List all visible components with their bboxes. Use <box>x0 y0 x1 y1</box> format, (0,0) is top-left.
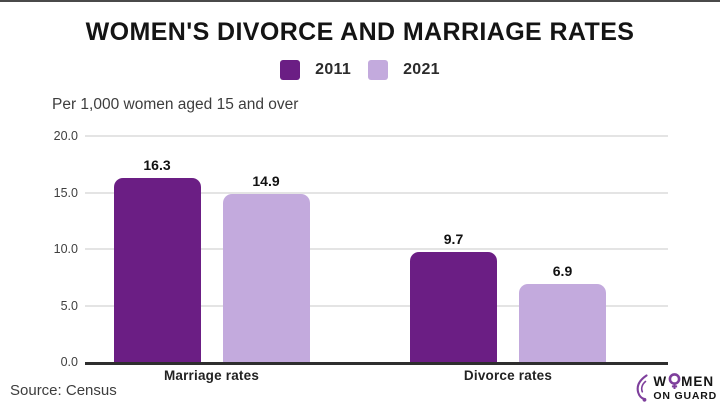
brand-word-suffix: MEN <box>681 373 715 389</box>
gridline <box>85 191 668 194</box>
bar-divorce-2021 <box>519 284 606 362</box>
venus-symbol-icon <box>668 373 681 389</box>
y-axis-tick-label: 15.0 <box>53 185 78 200</box>
legend-swatch-2011 <box>280 60 301 80</box>
brand-word-prefix: W <box>653 373 668 389</box>
bar-marriage-2021 <box>222 193 310 362</box>
gridline <box>85 135 668 137</box>
legend-item-2021: 2021 <box>368 60 440 80</box>
chart-subtitle: Per 1,000 women aged 15 and over <box>52 96 299 113</box>
x-axis-category-label: Marriage rates <box>163 368 260 383</box>
bar-marriage-2011 <box>113 177 201 362</box>
y-axis-tick-label: 0.0 <box>60 355 78 369</box>
bar-divorce-2011 <box>410 252 497 362</box>
brand-word-on-guard: ON GUARD <box>653 390 717 402</box>
bar-value-label: 14.9 <box>252 172 280 189</box>
brand-logo-text: W MEN ON GUARD <box>653 373 717 402</box>
legend-swatch-2021 <box>368 60 389 80</box>
source-note: Source: Census <box>10 382 117 399</box>
brand-logo: W MEN ON GUARD <box>635 373 717 402</box>
y-axis-tick-label: 10.0 <box>53 242 78 256</box>
gridline <box>85 304 668 307</box>
legend-label-2011: 2011 <box>315 61 352 78</box>
legend-label-2021: 2021 <box>403 61 440 78</box>
bar-value-label: 6.9 <box>552 263 573 280</box>
y-axis-tick-label: 5.0 <box>60 298 78 313</box>
x-axis-category-label: Divorce rates <box>463 368 553 383</box>
legend: 2011 2021 <box>0 60 720 80</box>
y-axis-tick-label: 20.0 <box>53 129 78 143</box>
women-on-guard-icon <box>637 373 648 402</box>
gridline <box>85 248 668 250</box>
page-title: WOMEN'S DIVORCE AND MARRIAGE RATES <box>85 18 635 46</box>
bar-value-label: 16.3 <box>143 156 171 173</box>
legend-item-2011: 2011 <box>280 60 351 80</box>
x-axis-line <box>85 362 668 365</box>
brand-word-women: W MEN <box>653 373 714 390</box>
bar-value-label: 9.7 <box>443 231 464 248</box>
